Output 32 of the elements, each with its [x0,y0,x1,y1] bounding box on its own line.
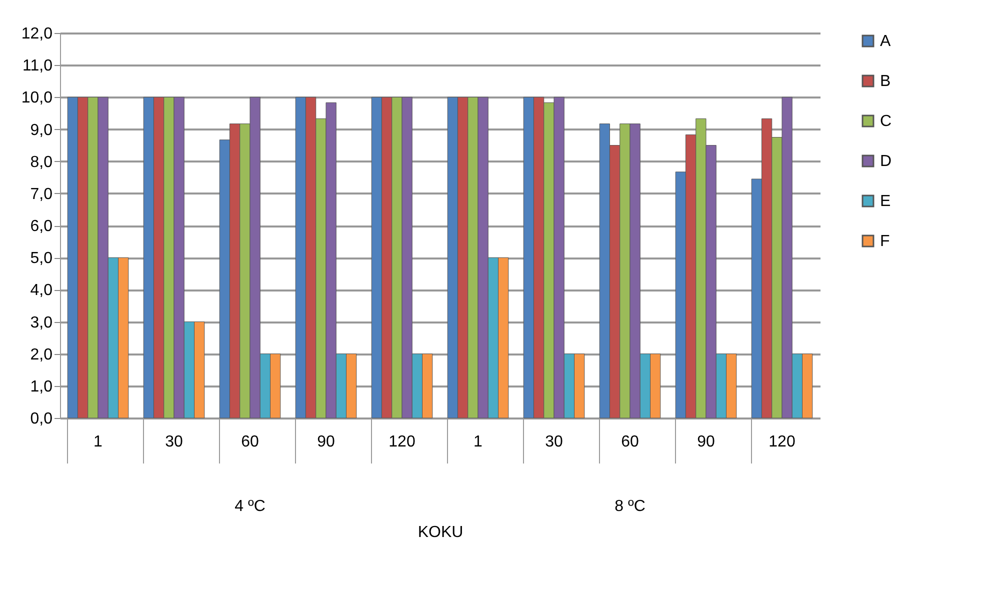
x-tick-label: 1 [94,434,103,450]
y-tick-label: 0,0 [30,410,53,428]
legend-label: D [880,153,892,170]
x-tick-label: 30 [165,434,183,450]
x-tick-label: 120 [388,434,416,450]
x-axis-title: KOKU [418,524,464,541]
y-tick-label: 2,0 [30,346,53,364]
legend-label: C [880,113,892,130]
y-tick-label: 6,0 [30,218,53,235]
x-tick-label: 90 [317,434,335,450]
legend-label: F [880,233,890,250]
x-tick-label: 1 [474,434,483,450]
text: 4 ºC [234,498,266,515]
y-tick-label: 7,0 [30,186,53,203]
x-tick-label: 60 [621,434,639,450]
x-tick-label: 60 [241,434,259,450]
y-tick-label: 11,0 [22,58,53,75]
text: 8 ºC [614,498,646,515]
y-tick-label: 3,0 [30,314,53,332]
y-tick-label: 1,0 [30,378,53,396]
x-tick-label: 120 [768,434,796,450]
x-tick-label: 90 [697,434,715,450]
y-tick-label: 4,0 [30,282,53,300]
legend-label: A [880,33,891,50]
y-tick-label: 10,0 [21,90,53,107]
y-tick-label: 12,0 [21,26,53,42]
legend-label: B [880,73,891,90]
y-tick-label: 5,0 [30,250,53,268]
x-tick-label: 30 [545,434,563,450]
y-tick-label: 9,0 [30,122,53,139]
legend-label: E [880,193,891,210]
y-tick-label: 8,0 [30,154,53,171]
